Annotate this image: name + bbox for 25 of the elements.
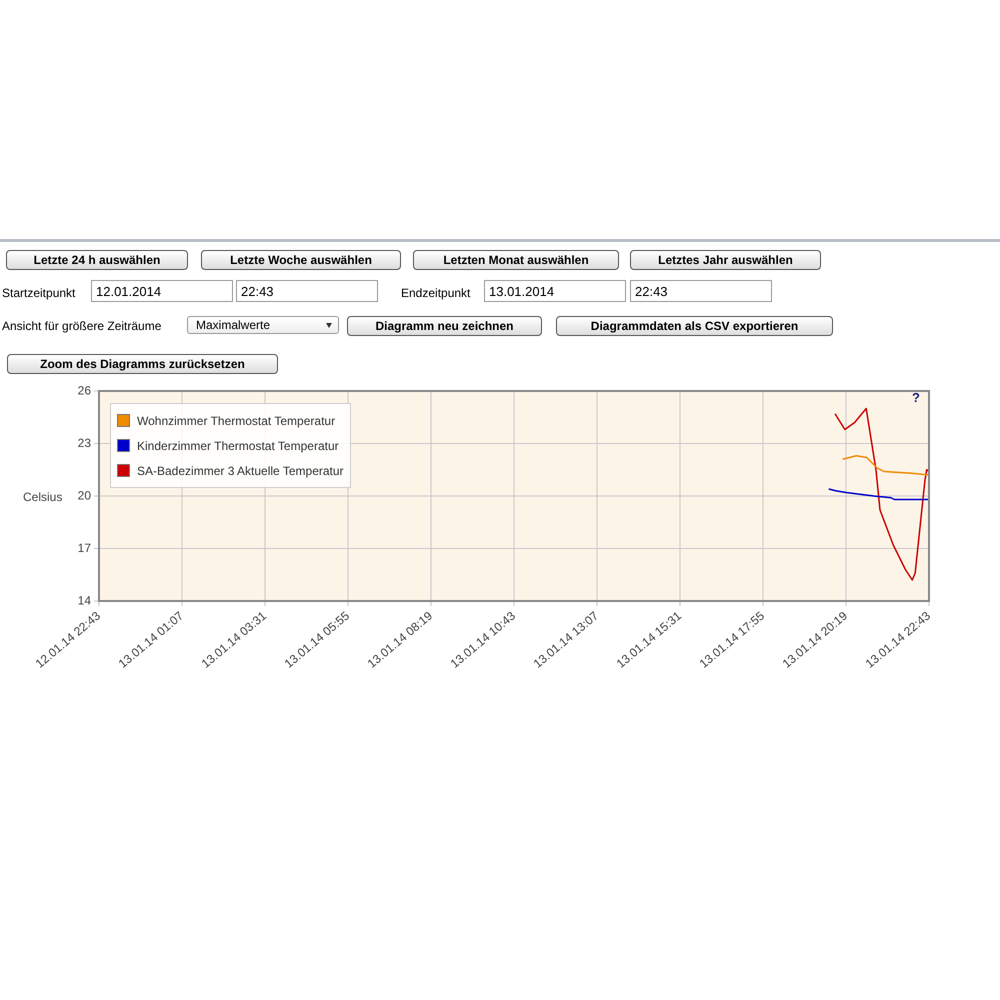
text: Startzeitpunkt: [2, 286, 76, 300]
legend-label: Kinderzimmer Thermostat Temperatur: [137, 438, 339, 452]
text: 22:43: [630, 280, 772, 302]
text: Zoom des Diagramms zurücksetzen: [7, 354, 278, 374]
text: 12.01.2014: [91, 280, 233, 302]
y-tick-label: 26: [78, 383, 92, 398]
text: Letzte 24 h auswählen: [6, 250, 188, 270]
text: Maximalwerte: [187, 316, 339, 334]
y-axis-title: Celsius: [23, 490, 62, 504]
text: 13.01.2014: [484, 280, 626, 302]
text: Diagrammdaten als CSV exportieren: [556, 316, 833, 336]
text: Endzeitpunkt: [401, 286, 470, 300]
legend-label: Wohnzimmer Thermostat Temperatur: [137, 414, 336, 428]
help-icon: ?: [912, 391, 920, 404]
y-tick-label: 23: [78, 436, 92, 450]
text: Ansicht für größere Zeiträume: [2, 319, 162, 333]
text: Letzten Monat auswählen: [413, 250, 619, 270]
text: 22:43: [236, 280, 378, 302]
legend-label: SA-Badezimmer 3 Aktuelle Temperatur: [137, 464, 344, 478]
y-tick-label: 14: [78, 593, 92, 608]
text: Diagramm neu zeichnen: [347, 316, 542, 336]
text: Letztes Jahr auswählen: [630, 250, 821, 270]
text: Letzte Woche auswählen: [201, 250, 401, 270]
y-tick-label: 20: [78, 488, 92, 502]
y-tick-label: 17: [78, 540, 92, 555]
